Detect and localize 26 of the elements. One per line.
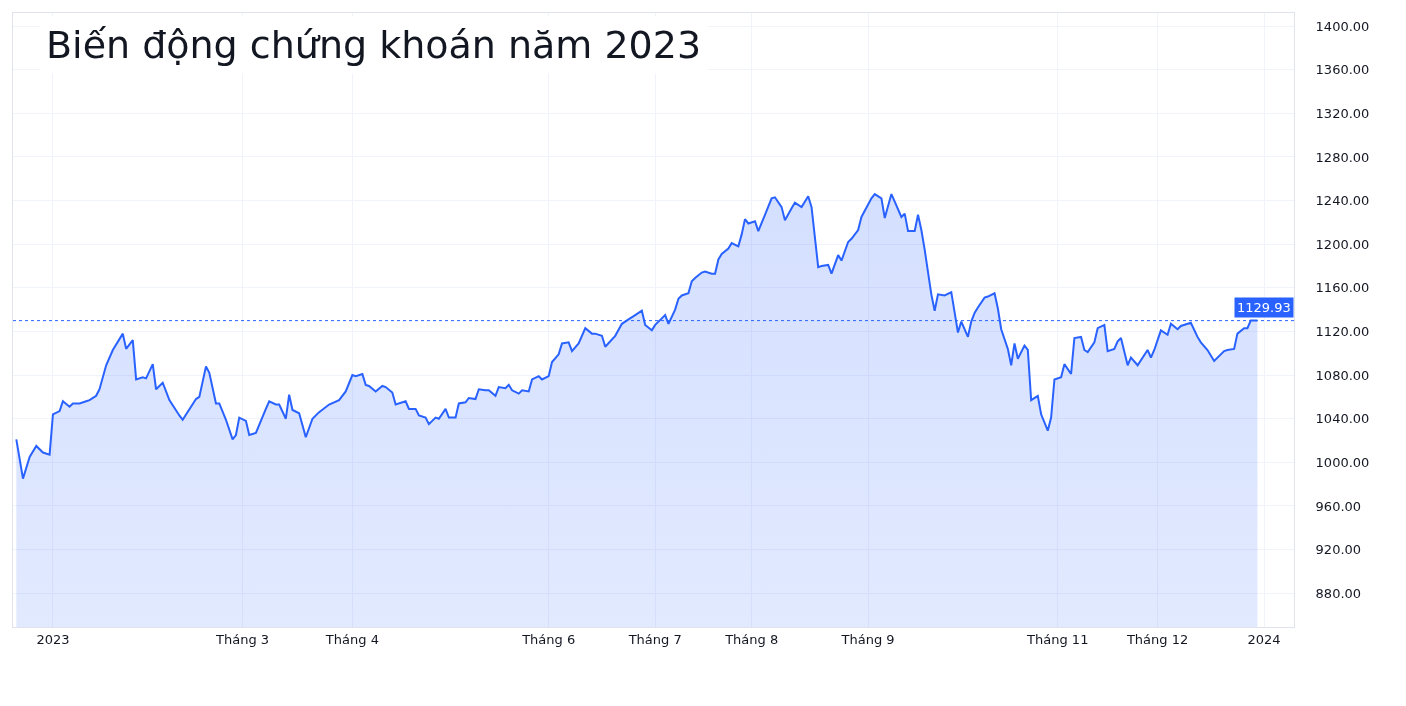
x-tick-label: Tháng 9: [840, 631, 895, 647]
x-tick-label: Tháng 8: [724, 631, 779, 647]
y-tick-label: 880.00: [1315, 585, 1362, 601]
x-tick-label: Tháng 11: [1026, 631, 1089, 647]
x-tick-label: Tháng 12: [1125, 631, 1189, 647]
y-tick-label: 960.00: [1315, 498, 1362, 514]
x-tick-label: 2023: [36, 631, 70, 647]
chart-title: Biến động chứng khoán năm 2023: [46, 23, 702, 67]
y-tick-label: 1000.00: [1315, 454, 1370, 470]
y-tick-label: 1040.00: [1315, 411, 1370, 427]
y-tick-label: 1320.00: [1315, 105, 1370, 121]
y-tick-label: 920.00: [1315, 542, 1362, 558]
y-tick-label: 1400.00: [1315, 18, 1370, 34]
y-tick-label: 1280.00: [1315, 149, 1370, 165]
x-tick-label: Tháng 6: [521, 631, 576, 647]
x-tick-label: Tháng 7: [627, 631, 682, 647]
x-tick-label: 2024: [1247, 631, 1281, 647]
y-tick-label: 1200.00: [1315, 236, 1370, 252]
ref-line-label: 1129.93: [1237, 300, 1291, 315]
y-tick-label: 1120.00: [1315, 324, 1370, 339]
y-tick-label: 1160.00: [1315, 280, 1370, 296]
x-tick-label: Tháng 4: [324, 631, 379, 647]
y-tick-label: 1080.00: [1315, 367, 1370, 383]
y-tick-label: 1360.00: [1315, 62, 1370, 78]
y-tick-label: 1240.00: [1315, 193, 1370, 209]
x-tick-label: Tháng 3: [215, 631, 270, 647]
